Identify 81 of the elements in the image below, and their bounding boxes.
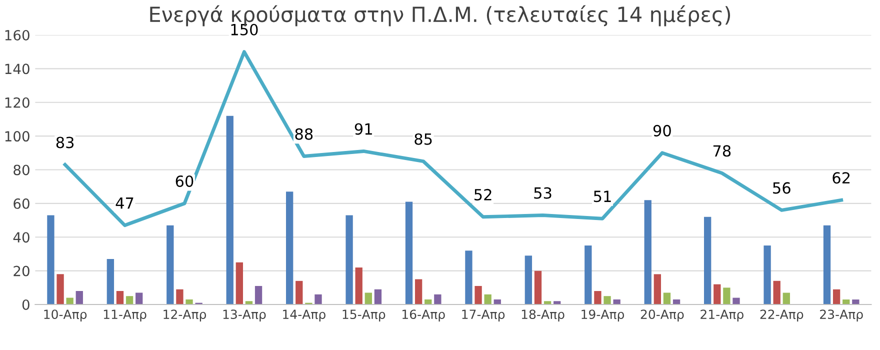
- bar: [832, 289, 840, 304]
- bar: [644, 200, 652, 304]
- x-tick-label: 16-Απρ: [402, 310, 445, 322]
- bar: [484, 294, 492, 304]
- bar: [714, 284, 721, 304]
- y-tick-label: 20: [14, 266, 30, 276]
- data-label: 60: [176, 175, 194, 187]
- bar: [524, 256, 532, 304]
- bar: [355, 267, 362, 304]
- bar: [613, 299, 620, 304]
- x-tick-label: 18-Απρ: [522, 310, 564, 322]
- bar: [474, 286, 482, 304]
- data-label: 62: [832, 172, 850, 184]
- bar: [56, 274, 64, 304]
- bar: [534, 270, 542, 304]
- bar: [764, 246, 771, 304]
- data-label: 90: [653, 124, 671, 136]
- bar: [594, 291, 602, 304]
- bar: [116, 291, 124, 304]
- x-tick-label: 13-Απρ: [223, 310, 266, 322]
- y-tick-label: 40: [13, 232, 30, 243]
- bar: [732, 298, 740, 304]
- bar: [286, 192, 294, 304]
- bar: [405, 202, 413, 304]
- y-tick-label: 80: [14, 164, 30, 176]
- x-tick-label: 12-Απρ: [164, 310, 206, 322]
- y-tick-label: 140: [5, 64, 30, 74]
- x-tick-label: 15-Απρ: [342, 310, 386, 322]
- x-tick-label: 21-Απρ: [700, 310, 744, 322]
- bar: [654, 274, 662, 304]
- bar: [823, 225, 831, 304]
- bar: [704, 216, 712, 304]
- bar: [47, 215, 54, 304]
- bar: [254, 286, 262, 304]
- x-tick-label: 14-Απρ: [283, 310, 326, 322]
- bar: [782, 292, 790, 304]
- data-label: 78: [713, 145, 731, 157]
- bar: [374, 289, 382, 304]
- bar: [176, 289, 184, 304]
- bar: [663, 292, 671, 304]
- data-label: 52: [474, 188, 492, 200]
- data-label: 88: [295, 128, 313, 140]
- x-tick-label: 20-Απρ: [640, 310, 684, 322]
- data-label: 51: [594, 190, 611, 202]
- bar: [414, 279, 422, 304]
- data-label: 91: [354, 123, 372, 135]
- bar: [126, 296, 134, 304]
- y-tick-label: 0: [22, 299, 30, 310]
- x-tick-label: 10-Απρ: [44, 310, 87, 322]
- data-label: 83: [56, 136, 74, 148]
- data-label: 85: [414, 133, 432, 145]
- x-tick-label: 11-Απρ: [104, 310, 146, 322]
- y-tick-label: 60: [14, 198, 30, 209]
- x-tick-label: 19-Απρ: [582, 310, 624, 322]
- data-label: 47: [116, 198, 134, 209]
- bar: [166, 225, 174, 304]
- bar: [465, 250, 472, 304]
- bar: [852, 299, 860, 304]
- bar: [136, 292, 143, 304]
- x-tick-label: 17-Απρ: [462, 310, 505, 322]
- bar: [773, 280, 780, 304]
- bar: [604, 296, 611, 304]
- y-tick-label: 100: [5, 131, 30, 142]
- bar: [186, 299, 193, 304]
- bar: [296, 280, 303, 304]
- y-tick-label: 120: [5, 97, 30, 108]
- bar: [76, 291, 83, 304]
- data-label: 56: [773, 182, 790, 194]
- bar: [226, 116, 234, 304]
- bar: [106, 259, 114, 304]
- y-tick-label: 160: [5, 30, 30, 40]
- x-tick-label: 23-Απρ: [820, 310, 863, 322]
- x-tick-label: 22-Απρ: [760, 310, 804, 322]
- bar: [584, 246, 592, 304]
- bar: [346, 215, 353, 304]
- bar: [314, 294, 322, 304]
- bar: [723, 288, 730, 304]
- bar: [364, 292, 372, 304]
- bar: [434, 294, 442, 304]
- data-label: 53: [534, 187, 552, 199]
- bar: [236, 262, 244, 304]
